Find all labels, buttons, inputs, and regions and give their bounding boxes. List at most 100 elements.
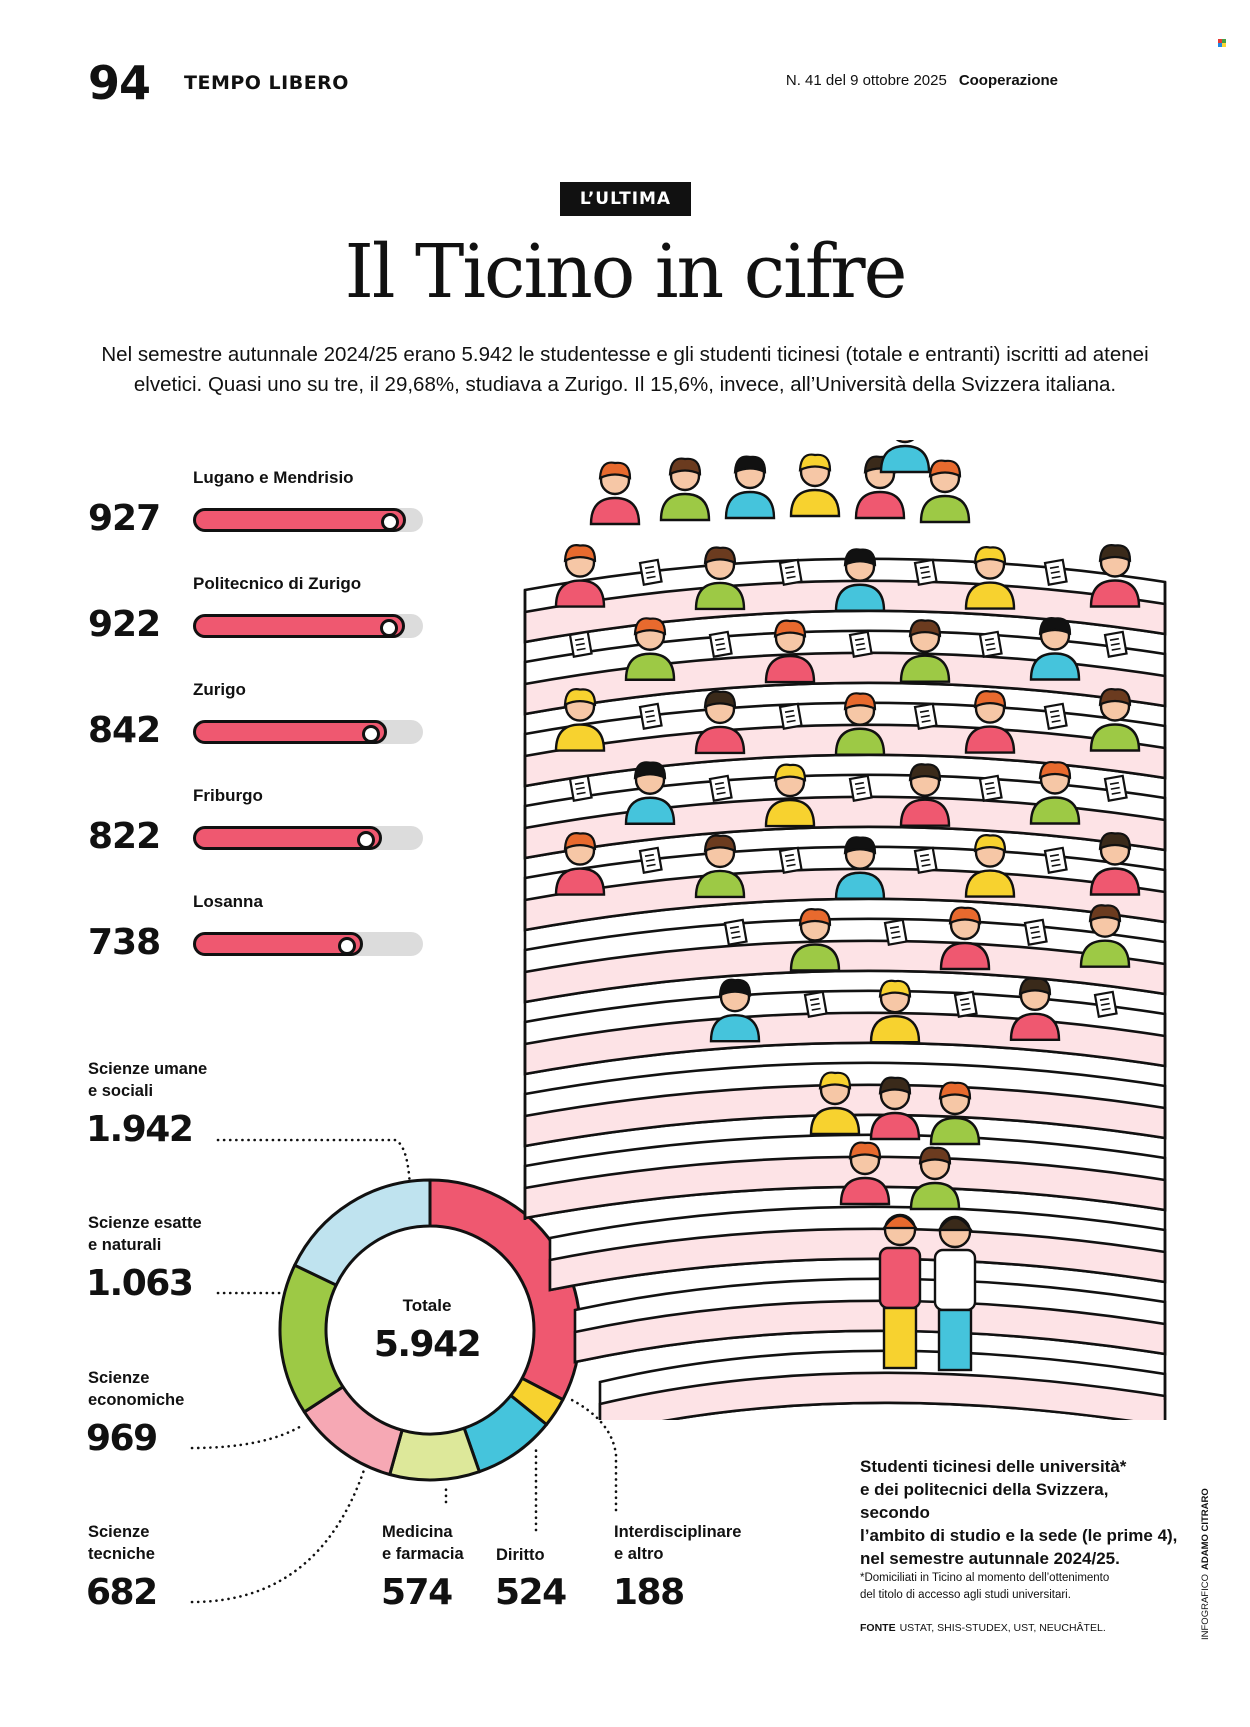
category-value-scienze-economiche: 969 bbox=[86, 1418, 158, 1459]
paper-sheet-icon bbox=[953, 990, 978, 1018]
color-register-mark bbox=[1218, 34, 1226, 47]
category-value-diritto: 524 bbox=[495, 1572, 567, 1613]
student-figure bbox=[624, 761, 676, 825]
student-figure bbox=[929, 1081, 981, 1146]
student-figure bbox=[1009, 977, 1061, 1042]
category-label-medicina: Medicina e farmacia bbox=[382, 1523, 464, 1564]
bar-fill bbox=[193, 508, 406, 532]
student-figure bbox=[839, 1141, 891, 1206]
bar-fill bbox=[193, 720, 387, 744]
paper-sheet-icon bbox=[978, 774, 1003, 802]
chart-caption: Studenti ticinesi delle università* e de… bbox=[860, 1457, 1178, 1568]
paper-sheet-icon bbox=[803, 990, 828, 1018]
category-label-diritto: Diritto bbox=[496, 1546, 545, 1564]
student-figure bbox=[809, 1071, 861, 1136]
credit-name: ADAMO CITRARO bbox=[1200, 1488, 1211, 1571]
paper-sheet-icon bbox=[778, 846, 803, 874]
paper-sheet-icon bbox=[913, 558, 938, 586]
student-figure bbox=[964, 546, 1016, 610]
paper-sheet-icon bbox=[1043, 702, 1068, 730]
section-title: TEMPO LIBERO bbox=[184, 72, 349, 94]
bar-end-knob bbox=[338, 937, 356, 955]
bar-label: Politecnico di Zurigo bbox=[193, 574, 362, 593]
student-figure bbox=[869, 1076, 921, 1141]
student-figure bbox=[554, 544, 606, 608]
donut-chart bbox=[278, 1178, 582, 1482]
student-figure bbox=[964, 690, 1016, 754]
student-figure bbox=[1029, 616, 1081, 681]
bar-label: Losanna bbox=[193, 892, 263, 911]
student-figure bbox=[659, 457, 711, 522]
bar-fill bbox=[193, 614, 405, 638]
donut-slice-6 bbox=[293, 1178, 432, 1287]
paper-sheet-icon bbox=[778, 702, 803, 730]
credit-label: INFOGRAFICO bbox=[1200, 1574, 1211, 1640]
donut-slice-3 bbox=[388, 1426, 481, 1482]
category-label-interdisciplinare: Interdisciplinare e altro bbox=[614, 1523, 742, 1564]
student-figure bbox=[694, 690, 746, 755]
issue-info: N. 41 del 9 ottobre 2025 Cooperazione bbox=[786, 72, 1058, 89]
bar-value-label: 822 bbox=[88, 816, 161, 857]
student-figure bbox=[694, 834, 746, 899]
student-figure bbox=[1089, 687, 1141, 752]
bar-fill bbox=[193, 932, 363, 956]
bar-track bbox=[193, 826, 423, 850]
lecture-hall-illustration bbox=[523, 440, 1167, 1420]
paper-sheet-icon bbox=[708, 774, 733, 802]
paper-sheet-icon bbox=[638, 558, 663, 586]
bar-value-label: 738 bbox=[88, 922, 161, 963]
paper-sheet-icon bbox=[723, 918, 748, 946]
paper-sheet-icon bbox=[1103, 774, 1128, 802]
bar-label: Friburgo bbox=[193, 786, 263, 805]
paper-sheet-icon bbox=[1043, 558, 1068, 586]
student-figure bbox=[589, 461, 641, 526]
category-label-scienze-esatte: Scienze esatte e naturali bbox=[88, 1214, 202, 1255]
bar-value-label: 842 bbox=[88, 710, 161, 751]
auditorium-rows bbox=[523, 557, 1167, 1420]
donut-total-label: Totale bbox=[402, 1296, 452, 1315]
student-figure bbox=[919, 459, 971, 524]
student-figure bbox=[624, 617, 676, 681]
bar-label: Zurigo bbox=[193, 680, 246, 699]
category-value-medicina: 574 bbox=[381, 1572, 453, 1613]
bar-end-knob bbox=[362, 725, 380, 743]
student-figure bbox=[1089, 543, 1141, 608]
donut-total-value: 5.942 bbox=[373, 1324, 482, 1365]
bar-value-label: 927 bbox=[88, 498, 161, 539]
paper-sheet-icon bbox=[978, 630, 1003, 658]
paper-sheet-icon bbox=[568, 774, 593, 802]
paper-sheet-icon bbox=[883, 918, 908, 946]
student-figure bbox=[709, 978, 761, 1043]
bar-track bbox=[193, 508, 423, 532]
page-number: 94 bbox=[88, 56, 151, 110]
category-label-scienze-umane: Scienze umane e sociali bbox=[88, 1060, 208, 1101]
paper-sheet-icon bbox=[708, 630, 733, 658]
paper-sheet-icon bbox=[638, 702, 663, 730]
bar-track bbox=[193, 720, 423, 744]
kicker-badge: L’ULTIMA bbox=[560, 182, 691, 216]
paper-sheet-icon bbox=[568, 630, 593, 658]
paper-sheet-icon bbox=[913, 702, 938, 730]
paper-sheet-icon bbox=[1103, 630, 1128, 658]
student-figure bbox=[899, 763, 951, 827]
category-label-scienze-economiche: Scienze economiche bbox=[88, 1369, 185, 1410]
page-title: Il Ticino in cifre bbox=[344, 229, 908, 315]
paper-sheet-icon bbox=[638, 846, 663, 874]
bar-end-knob bbox=[380, 619, 398, 637]
student-figure bbox=[1029, 760, 1081, 825]
student-figure bbox=[899, 619, 951, 683]
standing-person bbox=[878, 1213, 922, 1370]
bar-value-label: 922 bbox=[88, 604, 161, 645]
category-label-scienze-tecniche: Scienze tecniche bbox=[88, 1523, 155, 1564]
source-line: FONTE USTAT, SHIS-STUDEX, UST, NEUCHÂTEL. bbox=[860, 1622, 1106, 1634]
student-figure bbox=[964, 834, 1016, 898]
paper-sheet-icon bbox=[848, 630, 873, 658]
paper-sheet-icon bbox=[778, 558, 803, 586]
student-figure bbox=[879, 440, 931, 474]
student-figure bbox=[834, 836, 886, 900]
bar-end-knob bbox=[381, 513, 399, 531]
student-figure bbox=[834, 692, 886, 756]
student-figure bbox=[1079, 904, 1131, 968]
student-figure bbox=[869, 979, 921, 1044]
intro-line-1: Nel semestre autunnale 2024/25 erano 5.9… bbox=[101, 343, 1149, 366]
